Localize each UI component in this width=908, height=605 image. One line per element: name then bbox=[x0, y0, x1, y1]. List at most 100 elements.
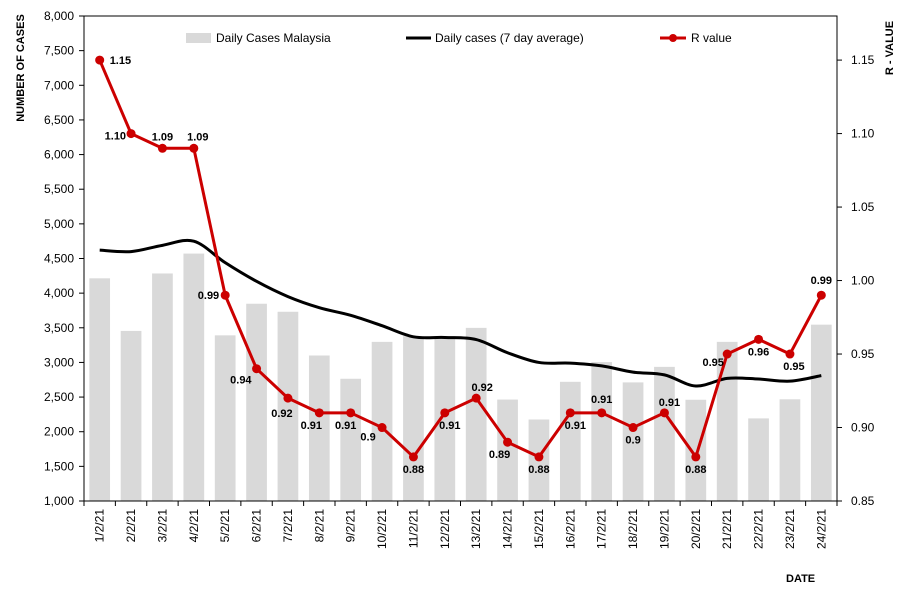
x-tick-label: 7/2/21 bbox=[281, 509, 295, 543]
r-label-19/2/21: 0.91 bbox=[659, 397, 680, 409]
legend-bar-swatch bbox=[186, 33, 211, 43]
bar-24/2/21 bbox=[810, 324, 832, 501]
r-point-8/2/21 bbox=[314, 408, 324, 418]
x-tick-label: 4/2/21 bbox=[187, 509, 201, 543]
r-value-line bbox=[98, 59, 823, 461]
right-tick-label: 0.85 bbox=[851, 494, 875, 508]
r-label-2/2/21: 1.10 bbox=[105, 131, 126, 143]
r-point-1/2/21 bbox=[95, 55, 105, 65]
bar-7/2/21 bbox=[277, 311, 299, 501]
bar-20/2/21 bbox=[685, 399, 707, 501]
bar-18/2/21 bbox=[622, 382, 644, 501]
r-label-1/2/21: 1.15 bbox=[110, 55, 131, 67]
r-label-23/2/21: 0.95 bbox=[783, 361, 804, 373]
x-tick-label: 21/2/21 bbox=[720, 509, 734, 549]
bar-2/2/21 bbox=[120, 330, 142, 501]
x-tick-label: 10/2/21 bbox=[375, 509, 389, 549]
r-point-19/2/21 bbox=[659, 408, 669, 418]
r-point-16/2/21 bbox=[565, 408, 575, 418]
bar-23/2/21 bbox=[779, 399, 801, 501]
x-axis-title: DATE bbox=[786, 573, 815, 585]
x-tick-label: 17/2/21 bbox=[595, 509, 609, 549]
x-tick-label: 18/2/21 bbox=[626, 509, 640, 549]
r-point-5/2/21 bbox=[220, 290, 230, 300]
r-point-17/2/21 bbox=[597, 408, 607, 418]
x-tick-label: 19/2/21 bbox=[657, 509, 671, 549]
r-label-20/2/21: 0.88 bbox=[685, 464, 706, 476]
left-tick-label: 6,500 bbox=[44, 113, 74, 127]
left-tick-label: 1,000 bbox=[44, 494, 74, 508]
bar-10/2/21 bbox=[371, 341, 393, 501]
r-point-9/2/21 bbox=[346, 408, 356, 418]
x-tick-label: 24/2/21 bbox=[814, 509, 828, 549]
r-point-24/2/21 bbox=[816, 290, 826, 300]
r-point-2/2/21 bbox=[126, 129, 136, 139]
r-point-21/2/21 bbox=[722, 349, 732, 359]
r-label-8/2/21: 0.91 bbox=[301, 420, 322, 432]
r-point-11/2/21 bbox=[408, 452, 418, 462]
x-tick-label: 6/2/21 bbox=[250, 509, 264, 543]
x-tick-label: 12/2/21 bbox=[438, 509, 452, 549]
r-point-10/2/21 bbox=[377, 423, 387, 433]
legend-label-r: R value bbox=[691, 31, 732, 45]
left-tick-label: 7,000 bbox=[44, 78, 74, 92]
x-tick-label: 3/2/21 bbox=[155, 509, 169, 543]
x-tick-label: 14/2/21 bbox=[501, 509, 515, 549]
r-label-3/2/21: 1.09 bbox=[152, 131, 173, 143]
r-value-series bbox=[95, 55, 826, 462]
right-tick-label: 1.15 bbox=[851, 53, 875, 67]
left-tick-label: 5,500 bbox=[44, 182, 74, 196]
r-label-9/2/21: 0.91 bbox=[335, 420, 356, 432]
r-point-13/2/21 bbox=[471, 393, 481, 403]
x-tick-label: 20/2/21 bbox=[689, 509, 703, 549]
bar-16/2/21 bbox=[559, 381, 581, 501]
right-tick-label: 1.05 bbox=[851, 200, 875, 214]
x-tick-label: 9/2/21 bbox=[344, 509, 358, 543]
r-label-17/2/21: 0.91 bbox=[591, 394, 612, 406]
r-point-14/2/21 bbox=[503, 437, 513, 447]
bar-3/2/21 bbox=[152, 273, 173, 501]
r-point-7/2/21 bbox=[283, 393, 293, 403]
right-tick-label: 1.10 bbox=[851, 127, 875, 141]
left-tick-label: 5,000 bbox=[44, 217, 74, 231]
bar-22/2/21 bbox=[748, 418, 769, 501]
r-label-12/2/21: 0.91 bbox=[439, 420, 460, 432]
bar-8/2/21 bbox=[308, 355, 330, 501]
bar-14/2/21 bbox=[497, 399, 518, 501]
bar-5/2/21 bbox=[214, 335, 236, 501]
x-tick-label: 15/2/21 bbox=[532, 509, 546, 549]
r-point-12/2/21 bbox=[440, 408, 450, 418]
bar-6/2/21 bbox=[246, 303, 267, 501]
x-tick-label: 16/2/21 bbox=[563, 509, 577, 549]
r-point-3/2/21 bbox=[157, 143, 167, 153]
right-axis-title: R - VALUE bbox=[884, 21, 896, 75]
avg-line bbox=[99, 238, 822, 388]
left-tick-label: 4,500 bbox=[44, 252, 74, 266]
left-tick-label: 7,500 bbox=[44, 44, 74, 58]
bar-21/2/21 bbox=[716, 341, 738, 501]
r-point-18/2/21 bbox=[628, 423, 638, 433]
r-point-4/2/21 bbox=[189, 143, 199, 153]
avg-line-series bbox=[99, 238, 822, 388]
left-tick-label: 4,000 bbox=[44, 286, 74, 300]
bar-4/2/21 bbox=[183, 253, 205, 501]
left-tick-label: 1,500 bbox=[44, 459, 74, 473]
left-tick-label: 2,500 bbox=[44, 390, 74, 404]
bar-19/2/21 bbox=[654, 366, 675, 501]
legend-label-bars: Daily Cases Malaysia bbox=[216, 31, 331, 45]
legend-label-avg: Daily cases (7 day average) bbox=[435, 31, 584, 45]
r-label-16/2/21: 0.91 bbox=[565, 420, 586, 432]
r-point-15/2/21 bbox=[534, 452, 544, 462]
r-label-4/2/21: 1.09 bbox=[187, 131, 208, 143]
x-tick-label: 23/2/21 bbox=[783, 509, 797, 549]
x-tick-label: 8/2/21 bbox=[312, 509, 326, 543]
r-value-labels: 1.15 1.10 1.09 1.09 0.99 0.94 0.92 0.91 0.91 0.9 0… bbox=[105, 55, 832, 476]
r-point-20/2/21 bbox=[691, 452, 701, 462]
bar-9/2/21 bbox=[340, 378, 362, 501]
x-tick-label: 11/2/21 bbox=[406, 509, 420, 548]
left-tick-label: 3,000 bbox=[44, 355, 74, 369]
r-label-22/2/21: 0.96 bbox=[748, 346, 769, 358]
x-axis-ticks: 1/2/21 2/2/21 3/2/21 4/2/21 5/2/21 6/2/21 7/2/… bbox=[83, 501, 838, 549]
